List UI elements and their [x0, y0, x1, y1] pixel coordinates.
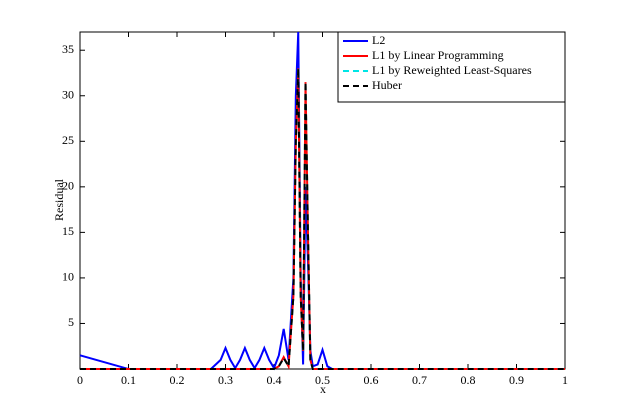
x-axis-label: x [320, 382, 326, 396]
x-tick-label: 0.5 [315, 373, 330, 387]
y-tick-label: 10 [62, 270, 74, 284]
y-tick-label: 25 [62, 133, 74, 147]
y-tick-label: 20 [62, 179, 74, 193]
legend-label: L1 by Reweighted Least-Squares [372, 63, 532, 77]
legend-label: Huber [372, 78, 402, 92]
x-tick-label: 0.2 [170, 373, 185, 387]
x-tick-label: 1 [562, 373, 568, 387]
y-tick-label: 30 [62, 88, 74, 102]
y-axis-label: Residual [52, 178, 66, 221]
x-tick-label: 0 [77, 373, 83, 387]
x-tick-label: 0.9 [509, 373, 524, 387]
x-tick-label: 0.7 [412, 373, 427, 387]
y-tick-label: 15 [62, 224, 74, 238]
legend-box [337, 31, 566, 103]
x-tick-label: 0.1 [121, 373, 136, 387]
y-tick-label: 35 [62, 42, 74, 56]
series-line [80, 68, 565, 370]
x-tick-label: 0.6 [364, 373, 379, 387]
x-tick-label: 0.3 [218, 373, 233, 387]
x-tick-label: 0.8 [461, 373, 476, 387]
x-tick-label: 0.4 [267, 373, 282, 387]
legend-label: L2 [372, 33, 385, 47]
y-tick-label: 5 [68, 315, 74, 329]
legend-label: L1 by Linear Programming [372, 48, 504, 62]
